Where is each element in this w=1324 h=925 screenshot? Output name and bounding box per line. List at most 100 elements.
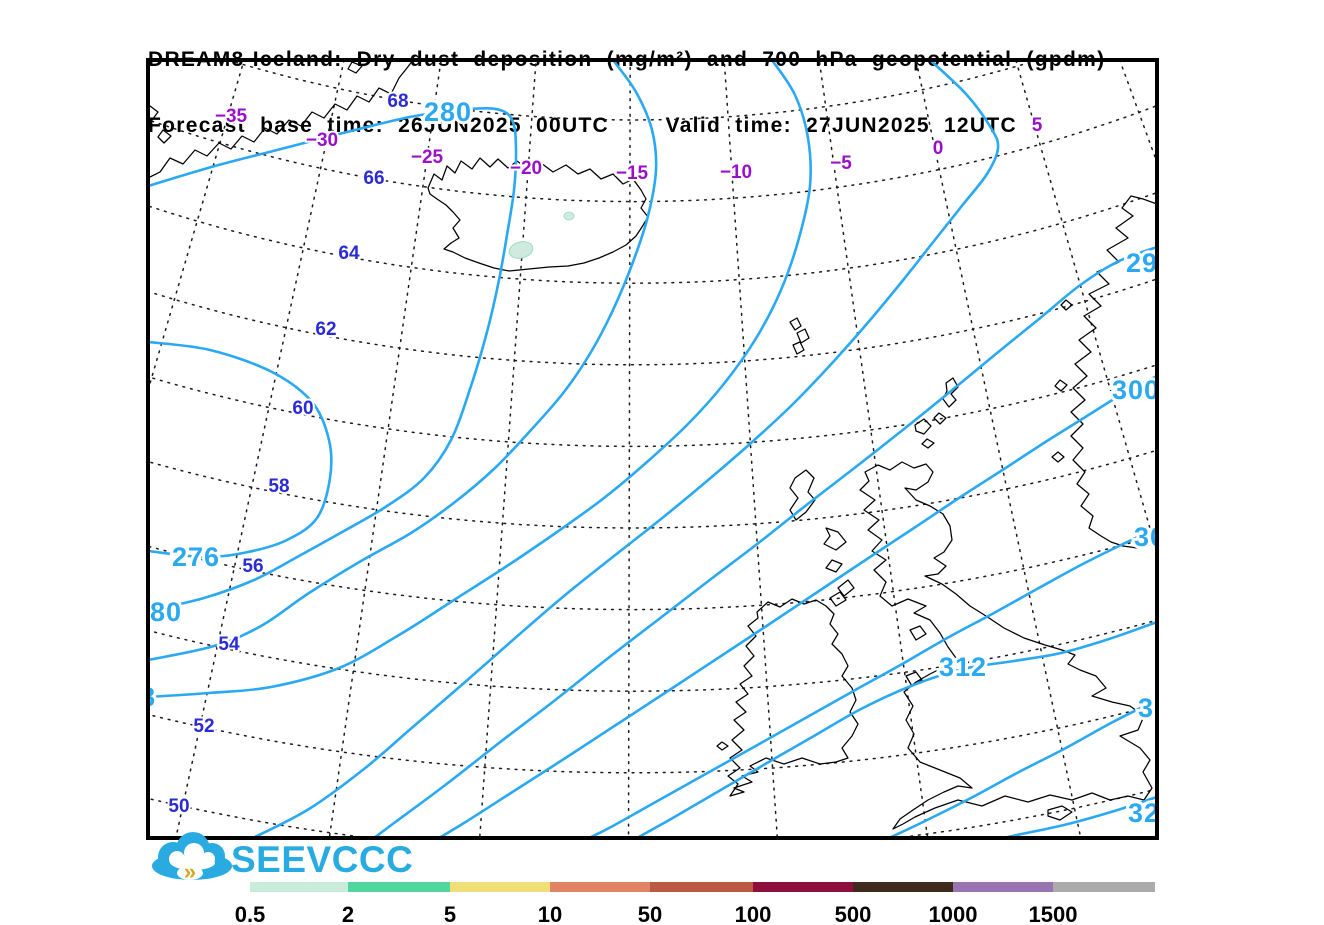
coastline-ireland: [727, 598, 859, 797]
coastline-shetland: [942, 377, 959, 408]
dust-deposition-patch: [563, 211, 575, 221]
colorbar-tick-5: 5: [444, 902, 456, 925]
lat-label-62: 62: [315, 319, 336, 340]
graticule-parallel-68: [231, 62, 1035, 121]
contour-line-288: [150, 62, 812, 699]
map-title-line2: Forecast base time: 26JUN2025 00UTC Vali…: [148, 114, 1017, 137]
logo-arrow-icon: »: [184, 859, 196, 884]
graticule-parallel-52: [150, 704, 1155, 774]
colorbar-tick-2: 2: [342, 902, 354, 925]
contour-line-292: [254, 62, 1000, 836]
graticule-meridian-5: [1015, 62, 1155, 549]
contour-label-288: 288: [108, 682, 156, 712]
contour-line-316: [890, 699, 1155, 836]
contour-line-296: [374, 246, 1155, 836]
lon-label--10: −10: [720, 162, 752, 183]
contour-label-280: 280: [424, 97, 472, 127]
lon-label--20: −20: [510, 158, 542, 179]
graticule-parallel-54: [150, 619, 1155, 692]
coastline-mull: [825, 559, 843, 573]
coastline-islet: [1054, 379, 1068, 392]
contour-line-300: [439, 375, 1155, 836]
coastline-faroe: [796, 328, 810, 344]
colorbar-tick-10: 10: [538, 902, 562, 925]
coastline-lewis: [789, 469, 816, 521]
coastline-norway: [1070, 195, 1155, 549]
contour-line-320: [1006, 796, 1155, 836]
coastline-islay: [829, 591, 847, 607]
graticule-meridian--15: [627, 62, 631, 836]
coastline-islet: [716, 741, 729, 751]
graticule-meridian--35: [150, 62, 245, 387]
graticule-parallel-56: [150, 535, 1155, 611]
contour-label-316: 316: [1138, 693, 1186, 723]
coastline-islet: [921, 438, 935, 449]
lat-label-58: 58: [268, 476, 289, 497]
contour-label-320: 320: [1128, 798, 1176, 828]
coastline-isle-of-man: [909, 625, 927, 641]
coastline-islet: [933, 412, 947, 425]
contour-label-276: 276: [172, 542, 220, 572]
lon-label--15: −15: [616, 163, 649, 184]
graticule-meridian--10: [723, 62, 778, 836]
contour-line-280: [150, 106, 518, 612]
colorbar-segment-5: [450, 882, 550, 892]
coastline-islet: [157, 129, 172, 144]
seevccc-logo: » SEEVCCC: [152, 832, 413, 884]
colorbar-tick-1500: 1500: [1029, 902, 1078, 925]
lat-label-50: 50: [168, 796, 189, 817]
colorbar-tick-100: 100: [735, 902, 772, 925]
colorbar-segment-500: [853, 882, 953, 892]
lat-label-68: 68: [387, 91, 408, 112]
colorbar: 0.5 2 5 10 50 100 500 1000 1500: [235, 882, 1155, 925]
colorbar-tick-500: 500: [835, 902, 872, 925]
contour-line-284: [150, 62, 658, 661]
graticule-parallel-62: [150, 278, 1155, 366]
colorbar-segment-1000: [953, 882, 1053, 892]
graticule-parallel-64: [150, 192, 1155, 284]
lat-label-64: 64: [338, 243, 360, 264]
coastline-islet: [1060, 299, 1073, 311]
contour-line-304: [590, 527, 1155, 836]
graticule-parallel-50: [150, 788, 1155, 836]
coastline-iceland: [427, 157, 649, 272]
colorbar-segment-0.5: [250, 882, 348, 892]
contour-label-304: 304: [1134, 522, 1182, 552]
graticule-parallel-58: [150, 450, 1155, 529]
graticule-meridian--20: [479, 62, 537, 836]
coastline-islet: [150, 105, 159, 121]
lat-label-66: 66: [363, 168, 384, 189]
coastline-isle-of-wight: [1047, 805, 1073, 821]
colorbar-segment-2: [348, 882, 450, 892]
contour-label-312: 312: [939, 652, 987, 682]
logo-cloud-inner: [171, 856, 215, 870]
lon-label--30: −30: [306, 130, 338, 151]
logo-text: SEEVCCC: [231, 839, 413, 880]
lat-label-56: 56: [242, 556, 263, 577]
lon-label-5: 5: [1032, 115, 1043, 136]
coastline-skye: [823, 527, 847, 551]
lon-label--35: −35: [215, 106, 248, 127]
coastline-great-britain: [859, 461, 1153, 830]
contour-line-312: [637, 621, 1155, 836]
contour-label-296: 296: [1126, 248, 1174, 278]
colorbar-segment-50: [650, 882, 753, 892]
contour-line-276: [150, 340, 333, 559]
lat-label-60: 60: [292, 398, 313, 419]
contour-label-280: 280: [134, 597, 182, 627]
colorbar-tick-50: 50: [638, 902, 662, 925]
coastline-faroe: [792, 341, 805, 355]
dust-deposition-patch: [508, 241, 534, 259]
lon-label--5: −5: [830, 153, 852, 174]
coastline-greenland: [150, 62, 413, 178]
lat-label-54: 54: [218, 634, 240, 655]
contour-label-300: 300: [1112, 375, 1160, 405]
colorbar-tick-0.5: 0.5: [235, 902, 266, 925]
coastline-anglesey: [905, 671, 923, 687]
colorbar-segment-10: [550, 882, 650, 892]
colorbar-segment-1500: [1053, 882, 1155, 892]
map-frame: [146, 58, 1159, 840]
coastline-faroe: [789, 317, 802, 331]
